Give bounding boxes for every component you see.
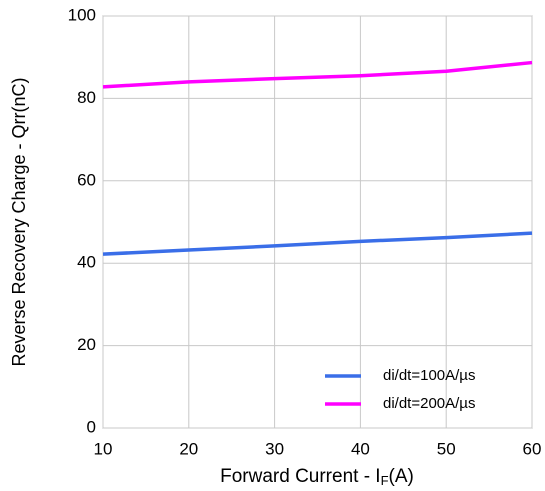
- y-axis-label: Reverse Recovery Charge - Qrr(nC): [9, 77, 29, 366]
- y-tick-label: 100: [68, 5, 96, 24]
- legend-label: di/dt=100A/µs: [383, 367, 475, 384]
- y-tick-label: 20: [77, 335, 96, 354]
- x-tick-label: 50: [437, 439, 456, 458]
- x-tick-label: 60: [523, 439, 542, 458]
- x-label-unit: (A): [389, 466, 414, 487]
- series-line: [102, 231, 533, 256]
- x-axis-label: Forward Current - IF(A): [220, 466, 414, 488]
- x-tick-label: 30: [265, 439, 284, 458]
- y-tick-label: 40: [77, 253, 96, 272]
- legend-label: di/dt=200A/µs: [383, 395, 475, 412]
- series-line: [102, 60, 533, 89]
- x-label-main: Forward Current - I: [220, 466, 380, 487]
- x-tick-label: 10: [94, 439, 113, 458]
- x-label-sub: F: [381, 473, 389, 488]
- x-tick-label: 20: [179, 439, 198, 458]
- y-tick-label: 60: [77, 170, 96, 189]
- x-tick-label: 40: [351, 439, 370, 458]
- y-tick-label: 0: [87, 417, 96, 436]
- y-tick-label: 80: [77, 88, 96, 107]
